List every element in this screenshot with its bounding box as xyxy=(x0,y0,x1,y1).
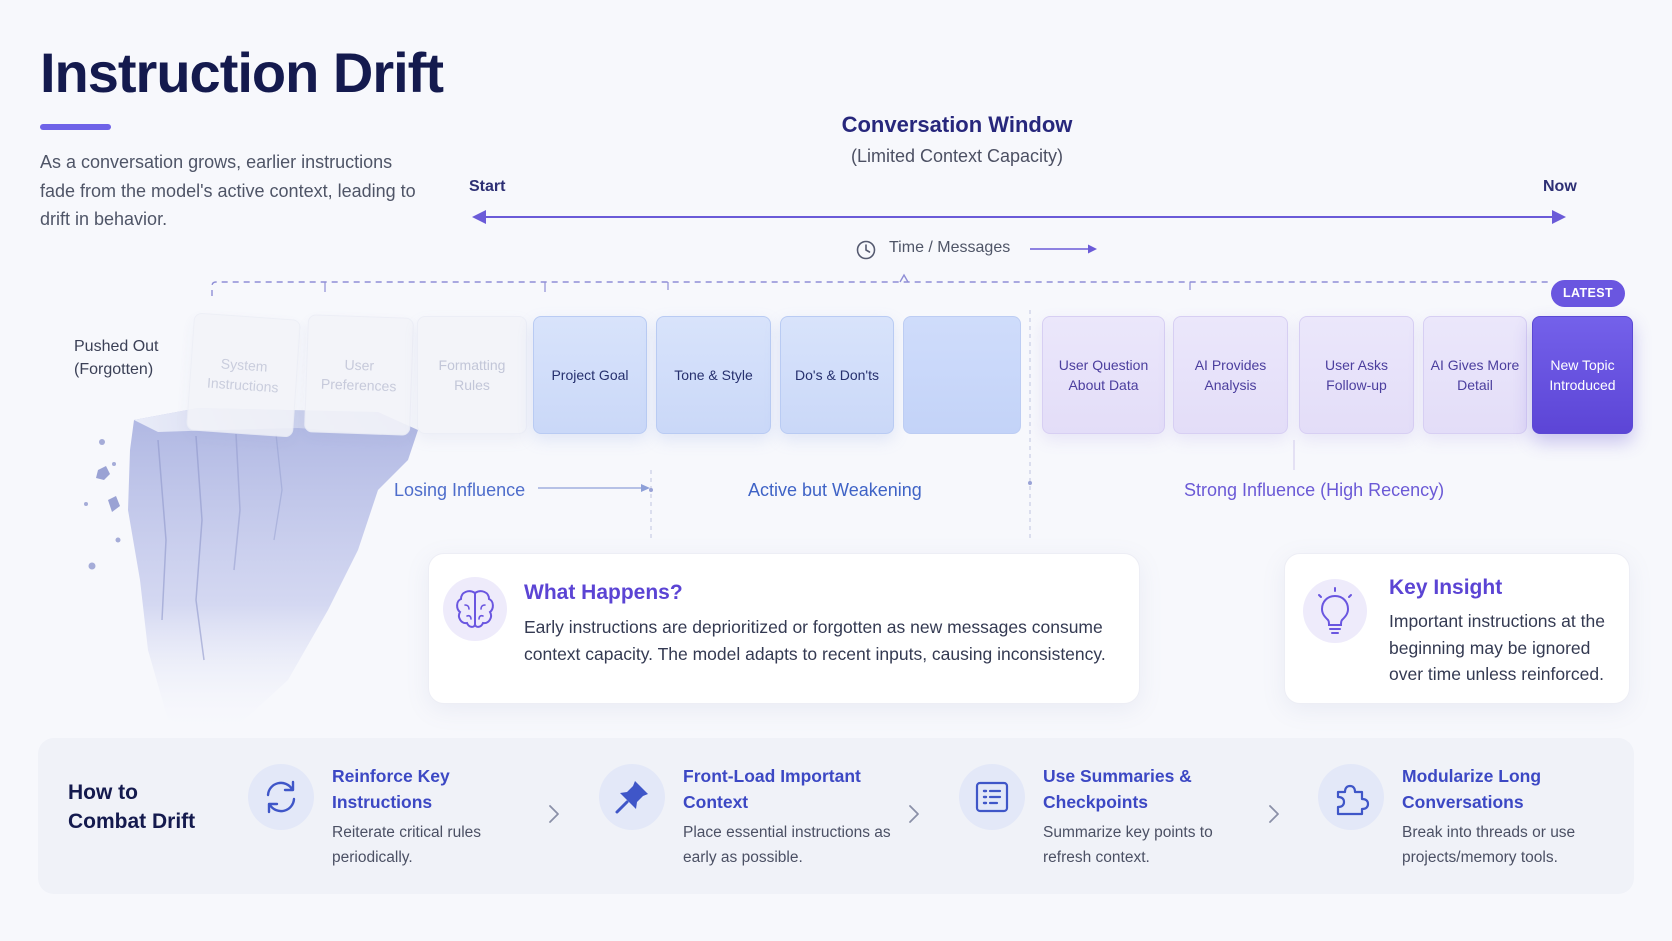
puzzle-icon xyxy=(1318,764,1384,830)
latest-badge: LATEST xyxy=(1551,280,1625,307)
what-happens-title: What Happens? xyxy=(524,581,683,604)
message-card-ai-analysis: AI Provides Analysis xyxy=(1173,316,1288,434)
zone-label-losing-influence: Losing Influence xyxy=(394,480,526,500)
strategy-desc: Reiterate critical rules periodically. xyxy=(332,824,482,866)
message-card-label: Project Goal xyxy=(551,366,629,383)
zone-label-active-weakening: Active but Weakening xyxy=(748,480,922,500)
pushed-out-label: Pushed Out (Forgotten) xyxy=(74,338,159,378)
timeline-start-label: Start xyxy=(469,178,506,195)
strategy-desc: Place essential instructions as early as… xyxy=(683,824,891,866)
zone-label-strong-influence: Strong Influence (High Recency) xyxy=(1184,480,1445,500)
key-insight-panel: Key Insight Important instructions at th… xyxy=(1284,553,1630,704)
message-card-project-goal: Project Goal xyxy=(533,316,647,434)
context-window-bracket xyxy=(211,273,1550,296)
list-icon xyxy=(959,764,1025,830)
timeline-now-label: Now xyxy=(1543,178,1577,195)
message-card-label: User Question About Data xyxy=(1058,356,1149,394)
message-card-user-follow-up: User Asks Follow-up xyxy=(1299,316,1414,434)
page-subtitle: As a conversation grows, earlier instruc… xyxy=(40,152,416,229)
cliff-illustration xyxy=(84,408,418,735)
time-messages-label: Time / Messages xyxy=(889,239,1011,256)
message-card-ai-more-detail: AI Gives More Detail xyxy=(1423,316,1527,434)
page-title: Instruction Drift xyxy=(40,41,444,104)
strategy-desc: Break into threads or use projects/memor… xyxy=(1402,824,1576,866)
message-card-system-instructions: System Instructions xyxy=(186,312,301,438)
message-card-label: New Topic Introduced xyxy=(1549,356,1616,394)
conversation-window-title: Conversation Window xyxy=(841,112,1073,137)
message-card-user-preferences: User Preferences xyxy=(303,314,415,436)
chevron-right-icon xyxy=(549,805,559,823)
refresh-icon xyxy=(248,764,314,830)
losing-influence-arrow xyxy=(538,484,650,492)
message-card-blank xyxy=(903,316,1021,434)
message-card-user-question: User Question About Data xyxy=(1042,316,1165,434)
pin-icon xyxy=(599,764,665,830)
message-card-label: AI Gives More Detail xyxy=(1430,356,1520,394)
lightbulb-icon xyxy=(1303,579,1367,643)
message-card-label: Do's & Don'ts xyxy=(795,366,879,383)
message-card-label: System Instructions xyxy=(206,354,280,396)
strategy-title: Front-Load Important Context xyxy=(683,766,861,812)
chevron-right-icon xyxy=(909,805,919,823)
clock-icon xyxy=(856,240,876,260)
strategy-title: Reinforce Key Instructions xyxy=(332,766,450,812)
message-card-new-topic: New Topic Introduced xyxy=(1532,316,1633,434)
chevron-right-icon xyxy=(1269,805,1279,823)
message-card-label: User Preferences xyxy=(320,355,397,395)
strategy-title: Modularize Long Conversations xyxy=(1402,766,1542,812)
message-card-tone-style: Tone & Style xyxy=(656,316,771,434)
strategy-title: Use Summaries & Checkpoints xyxy=(1043,766,1192,812)
conversation-window-subtitle: (Limited Context Capacity) xyxy=(850,146,1064,166)
message-card-dos-donts: Do's & Don'ts xyxy=(780,316,894,434)
message-card-label: AI Provides Analysis xyxy=(1194,356,1267,394)
combat-drift-title: How to Combat Drift xyxy=(68,781,196,833)
timeline-arrow xyxy=(472,210,1566,224)
zone-dividers xyxy=(649,310,1295,540)
message-card-label: Formatting Rules xyxy=(438,356,506,394)
message-card-label: User Asks Follow-up xyxy=(1324,356,1388,394)
brain-icon xyxy=(443,577,507,641)
time-direction-arrow xyxy=(1030,244,1097,254)
title-underline xyxy=(40,124,111,130)
key-insight-text: Important instructions at the beginning … xyxy=(1389,611,1605,684)
message-card-formatting-rules: Formatting Rules xyxy=(417,316,527,434)
what-happens-panel: What Happens? Early instructions are dep… xyxy=(428,553,1140,704)
what-happens-text: Early instructions are deprioritized or … xyxy=(524,617,1106,664)
strategy-desc: Summarize key points to refresh context. xyxy=(1043,824,1213,866)
key-insight-title: Key Insight xyxy=(1389,576,1503,599)
message-card-label: Tone & Style xyxy=(674,366,753,383)
